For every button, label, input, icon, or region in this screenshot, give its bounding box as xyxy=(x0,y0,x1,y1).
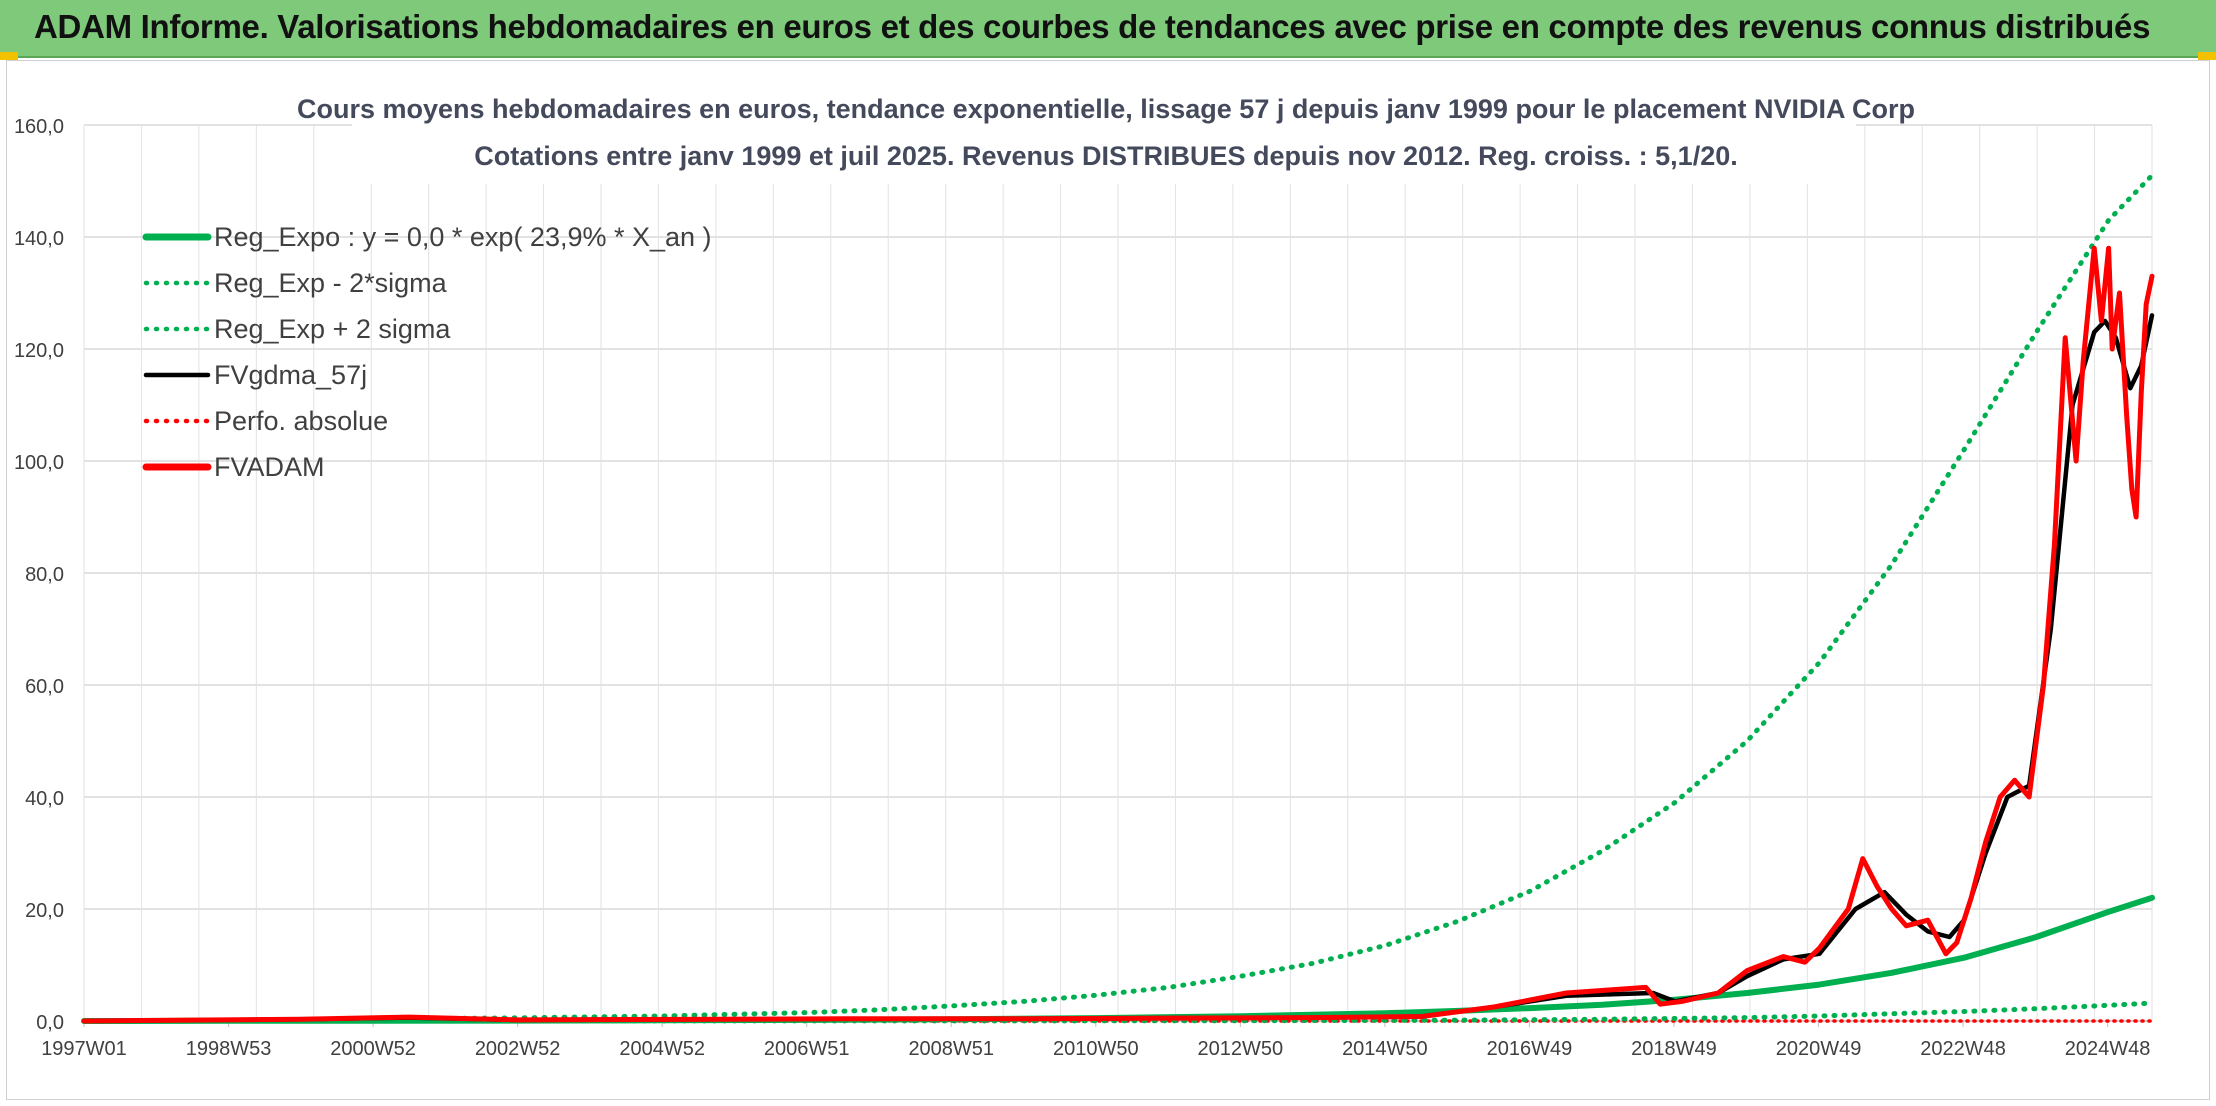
x-tick-label: 2000W52 xyxy=(330,1038,416,1060)
x-tick-label: 2010W50 xyxy=(1053,1038,1139,1060)
series-line-reg-exp-2-sigma xyxy=(81,1000,2155,1024)
x-tick-label: 2014W50 xyxy=(1342,1038,1428,1060)
y-tick-label: 160,0 xyxy=(14,116,64,138)
title-backdrop xyxy=(352,88,1856,184)
legend-label-fvgdma-57j: FVgdma_57j xyxy=(214,360,367,390)
chart-frame xyxy=(6,60,2210,1100)
y-tick-label: 100,0 xyxy=(14,452,64,474)
y-tick-label: 140,0 xyxy=(14,228,64,250)
y-tick-label: 80,0 xyxy=(25,564,64,586)
legend-label-reg-expo-y-0-0-exp-23-9-x-an: Reg_Expo : y = 0,0 * exp( 23,9% * X_an ) xyxy=(214,222,712,252)
y-tick-label: 120,0 xyxy=(14,340,64,362)
x-tick-label: 1997W01 xyxy=(41,1038,127,1060)
legend-label-reg-exp-2-sigma: Reg_Exp + 2 sigma xyxy=(214,314,451,344)
x-tick-label: 2022W48 xyxy=(1920,1038,2006,1060)
legend-label-reg-exp-2-sigma: Reg_Exp - 2*sigma xyxy=(214,268,448,298)
y-tick-label: 60,0 xyxy=(25,676,64,698)
x-tick-label: 2004W52 xyxy=(619,1038,705,1060)
corner-mark-right xyxy=(2198,52,2216,60)
y-tick-label: 40,0 xyxy=(25,788,64,810)
chart-grid xyxy=(83,124,2153,1027)
y-axis-labels: 0,0 20,0 40,0 60,0 80,0 100,0 120,0 140,0 160,0 xyxy=(14,116,64,1034)
report-title: ADAM Informe. Valorisations hebdomadaire… xyxy=(34,8,2151,45)
x-tick-label: 1998W53 xyxy=(186,1038,272,1060)
chart-legend: Reg_Expo : y = 0,0 * exp( 23,9% * X_an )… xyxy=(142,222,712,482)
chart-title: Cours moyens hebdomadaires en euros, ten… xyxy=(297,94,1915,124)
legend-label-fvadam: FVADAM xyxy=(214,452,325,482)
report-banner: ADAM Informe. Valorisations hebdomadaire… xyxy=(0,0,2216,58)
series-line-reg-exp-2-sigma xyxy=(81,172,2155,1024)
x-tick-label: 2002W52 xyxy=(475,1038,561,1060)
x-tick-label: 2016W49 xyxy=(1487,1038,1573,1060)
x-tick-label: 2012W50 xyxy=(1198,1038,1284,1060)
legend-label-perfo-absolue: Perfo. absolue xyxy=(214,406,388,436)
y-tick-label: 0,0 xyxy=(36,1012,64,1034)
x-axis-labels: 1997W01 1998W53 2000W52 2002W52 2004W52 2006W… xyxy=(41,1038,2150,1060)
y-tick-label: 20,0 xyxy=(25,900,64,922)
x-tick-label: 2008W51 xyxy=(908,1038,994,1060)
corner-mark-left xyxy=(0,52,18,60)
x-tick-label: 2006W51 xyxy=(764,1038,850,1060)
x-tick-label: 2020W49 xyxy=(1776,1038,1862,1060)
chart-series xyxy=(81,172,2155,1024)
x-tick-label: 2024W48 xyxy=(2065,1038,2151,1060)
series-line-fvadam xyxy=(81,245,2155,1024)
chart-subtitle: Cotations entre janv 1999 et juil 2025. … xyxy=(474,141,1737,171)
x-tick-label: 2018W49 xyxy=(1631,1038,1717,1060)
